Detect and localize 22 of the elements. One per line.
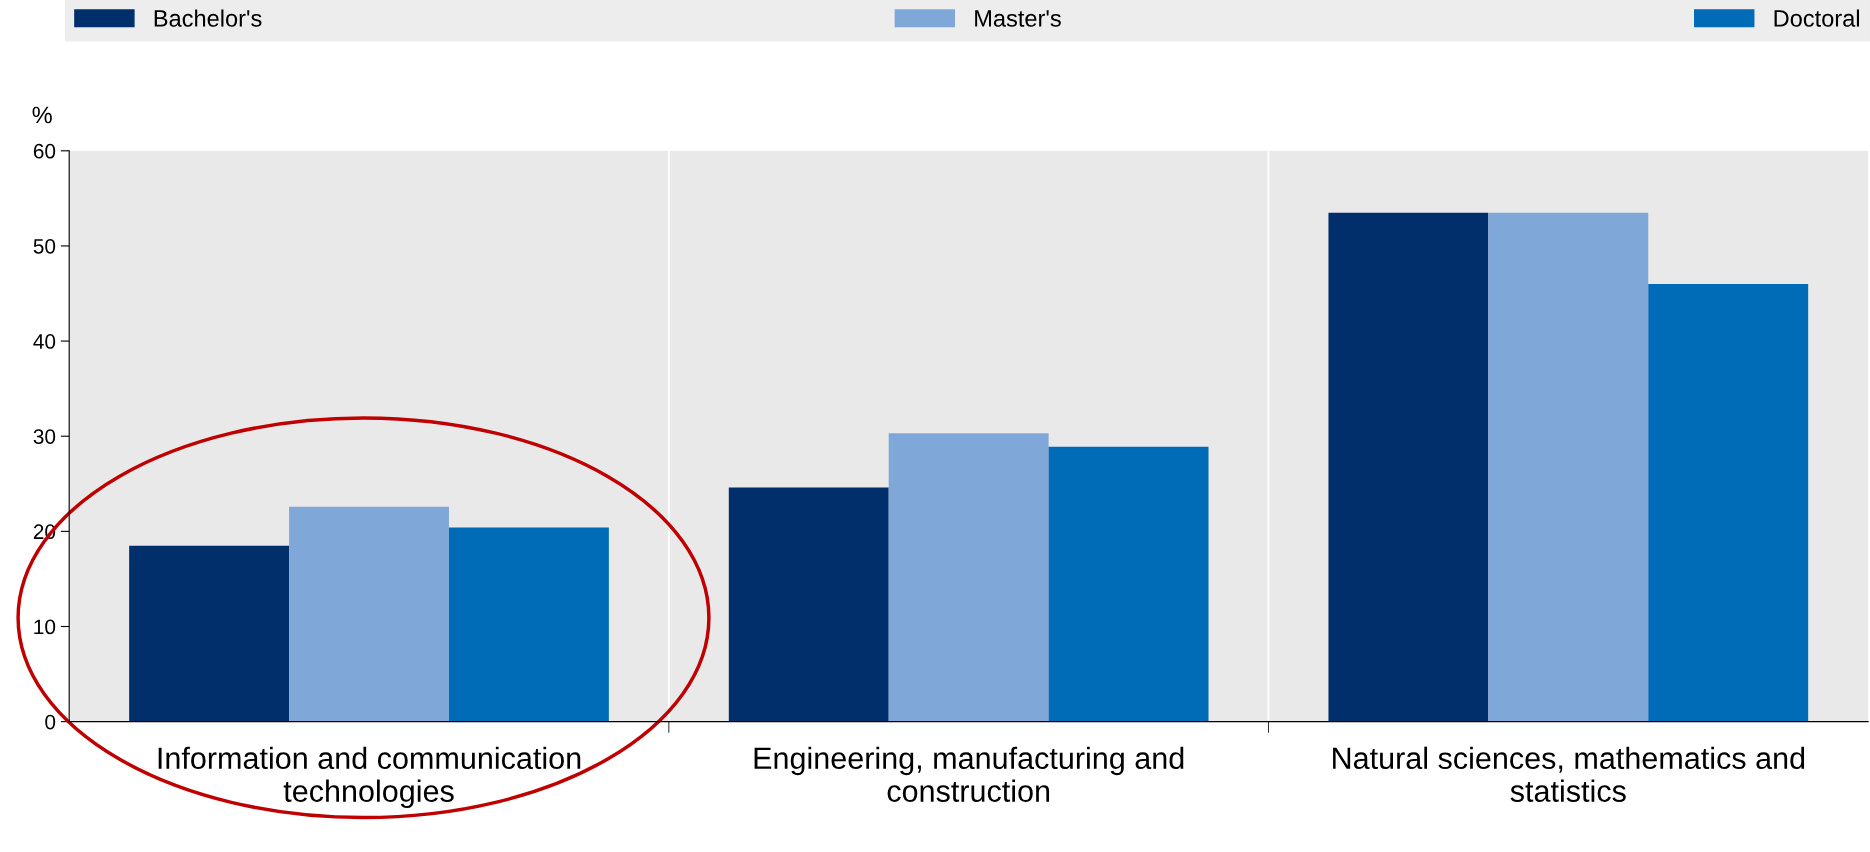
y-tick-label: 10 xyxy=(34,619,56,635)
y-axis-title: % xyxy=(32,106,52,124)
bar xyxy=(1048,446,1209,722)
y-tick-label: 40 xyxy=(33,334,56,349)
bar xyxy=(129,545,290,722)
x-tick-label: Information and communication technologies xyxy=(158,746,581,809)
bar xyxy=(1488,212,1649,722)
x-tick-label: Natural sciences, mathematics and statistics xyxy=(1333,746,1805,802)
bar xyxy=(1328,212,1489,722)
bar xyxy=(448,527,609,722)
bar xyxy=(728,487,889,722)
y-tick-label: 60 xyxy=(33,143,56,159)
legend-label: Bachelor's xyxy=(154,9,262,27)
bar xyxy=(1648,284,1809,722)
y-tick-label: 0 xyxy=(45,714,56,730)
y-tick-label: 30 xyxy=(33,429,56,444)
y-tick-label: 50 xyxy=(33,238,56,254)
legend-label: Doctoral xyxy=(1774,9,1859,27)
x-tick-label: Engineering, manufacturing and construction xyxy=(754,746,1184,802)
legend-label: Master's xyxy=(975,10,1061,27)
bar xyxy=(888,433,1049,722)
bar xyxy=(289,506,449,722)
